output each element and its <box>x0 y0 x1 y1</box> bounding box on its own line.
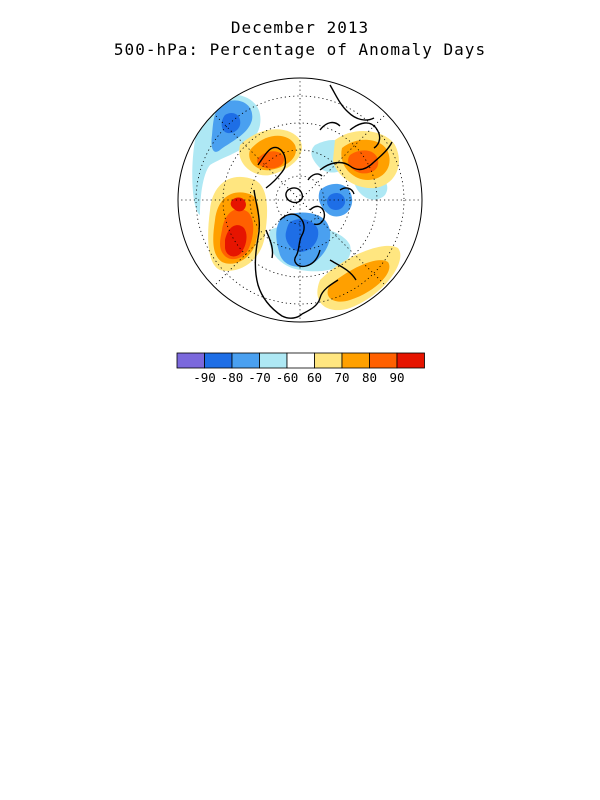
anomaly-region-red <box>225 225 247 257</box>
legend-label: -80 <box>221 370 244 385</box>
legend-swatch <box>396 352 425 369</box>
legend-label: 80 <box>362 370 377 385</box>
legend-swatch <box>314 352 343 369</box>
legend-label: 70 <box>334 370 349 385</box>
legend-swatch <box>286 352 315 369</box>
chart-subtitle: 500-hPa: Percentage of Anomaly Days <box>113 40 487 59</box>
polar-map-svg <box>177 77 423 323</box>
chart-title: December 2013 <box>230 18 370 37</box>
legend-label: 90 <box>389 370 404 385</box>
anomaly-region-dark-blue <box>327 192 346 211</box>
legend-swatch <box>176 352 205 369</box>
legend-label: -70 <box>248 370 271 385</box>
coastlines <box>253 84 393 319</box>
polar-map <box>170 70 430 330</box>
legend-swatch <box>204 352 233 369</box>
anomaly-region-orange <box>327 260 390 302</box>
legend-svg: -90 -80 -70 -60 60 70 80 90 <box>176 352 425 385</box>
anomaly-region-red <box>230 197 246 212</box>
legend-swatch <box>369 352 398 369</box>
color-legend: -90 -80 -70 -60 60 70 80 90 <box>170 350 430 390</box>
legend-label: 60 <box>307 370 322 385</box>
legend-swatch <box>341 352 370 369</box>
legend-swatch <box>259 352 288 369</box>
map-content <box>178 78 422 322</box>
legend-label: -90 <box>193 370 216 385</box>
globe-outline <box>177 77 423 323</box>
legend-swatch <box>231 352 260 369</box>
graticule <box>178 78 422 322</box>
anomaly-region-dark-orange <box>348 150 379 174</box>
legend-label: -60 <box>276 370 299 385</box>
